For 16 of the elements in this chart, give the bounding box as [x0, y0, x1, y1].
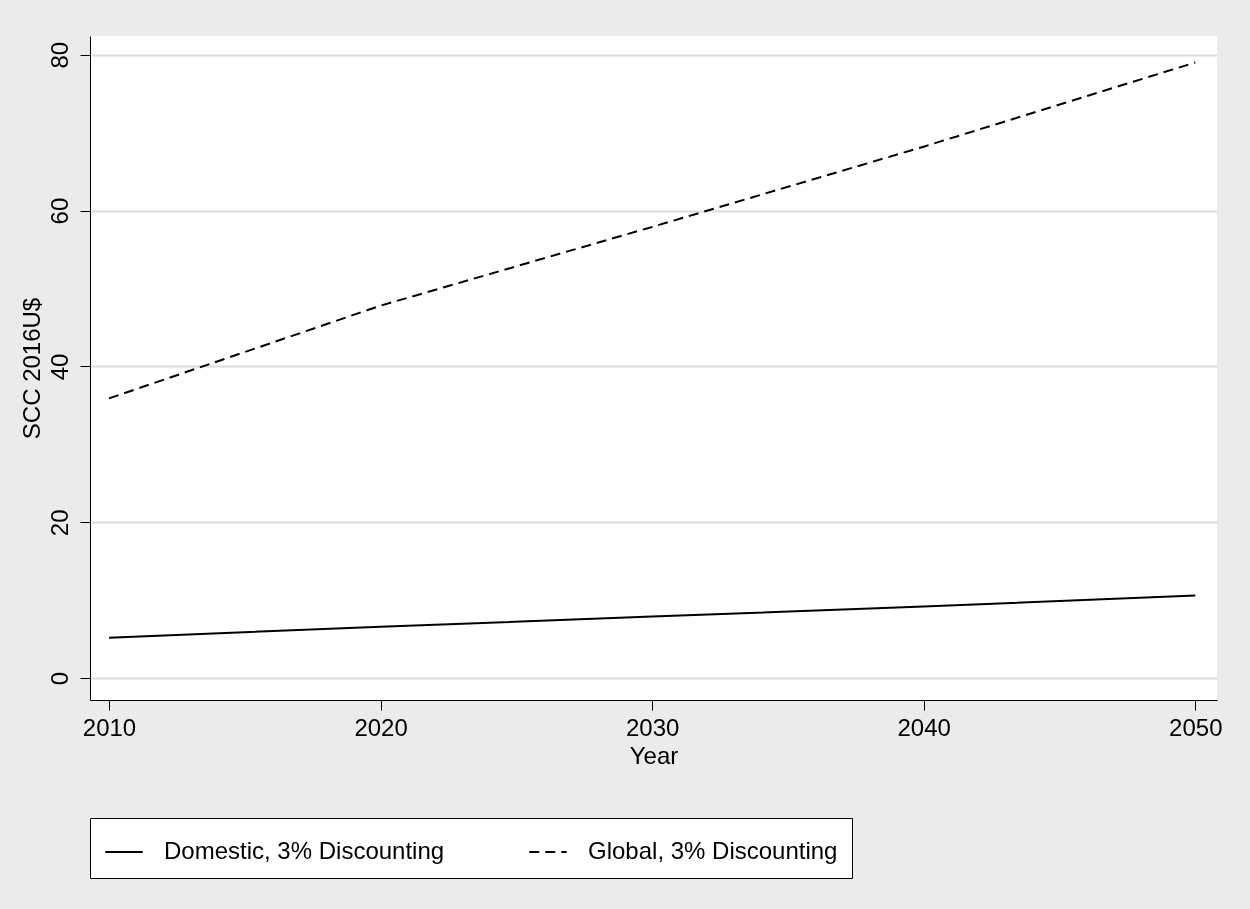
- x-tick-label: 2030: [625, 713, 680, 741]
- y-tick-label: 0: [45, 672, 73, 686]
- x-tick-label: 2010: [82, 713, 137, 741]
- line-series: [108, 61, 1197, 400]
- legend-label: Domestic, 3% Discounting: [164, 837, 445, 864]
- line-series: [108, 594, 1197, 639]
- y-axis-title: SCC 2016U$: [17, 297, 45, 440]
- x-tick-label: 2020: [354, 713, 408, 741]
- y-tick-label: 20: [45, 509, 73, 537]
- x-tick-label: 2050: [1169, 713, 1223, 741]
- y-tick-label: 60: [45, 197, 73, 225]
- y-tick-label: 40: [45, 353, 73, 381]
- x-axis-title: Year: [629, 741, 679, 769]
- x-tick-label: 2040: [897, 713, 951, 741]
- legend-label: Global, 3% Discounting: [588, 837, 838, 864]
- y-tick-label: 80: [45, 41, 73, 69]
